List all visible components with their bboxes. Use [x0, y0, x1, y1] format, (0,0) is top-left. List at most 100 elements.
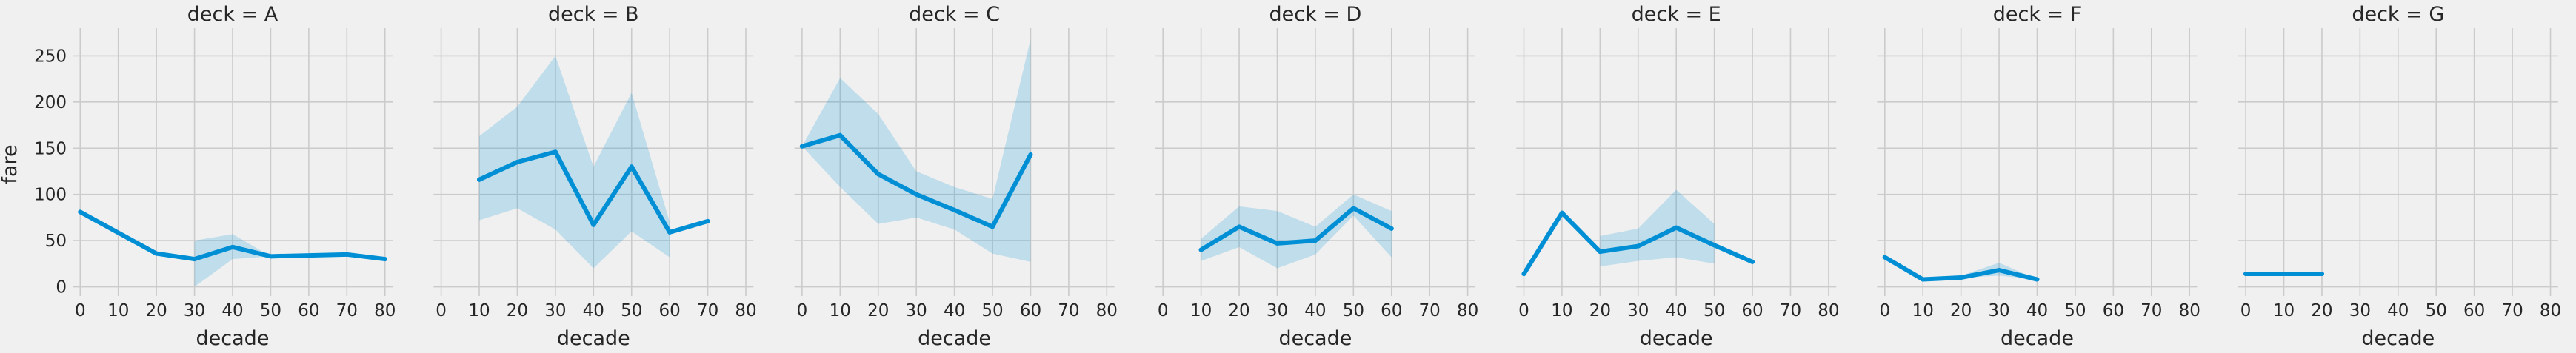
x-tick-label: 80 [1096, 301, 1118, 320]
x-axis-label: decade [918, 327, 991, 350]
x-tick-label: 50 [621, 301, 642, 320]
data-point [799, 144, 804, 149]
data-point [192, 257, 197, 262]
data-point [1750, 259, 1755, 264]
x-tick-label: 0 [436, 301, 447, 320]
confidence-band [1201, 194, 1392, 269]
x-axis-label: decade [1278, 327, 1352, 350]
data-point [1997, 268, 2002, 273]
x-tick-label: 80 [1457, 301, 1478, 320]
x-tick-label: 0 [797, 301, 808, 320]
facet-panel: 0 10 20 30 40 50 60 70 80 deck = C decade [794, 3, 1118, 350]
x-tick-label: 70 [1419, 301, 1441, 320]
data-point [1275, 241, 1280, 246]
x-tick-label: 60 [1020, 301, 1041, 320]
y-tick-label: 50 [45, 232, 67, 251]
x-tick-label: 10 [107, 301, 129, 320]
data-point [1521, 272, 1526, 277]
x-tick-label: 70 [2140, 301, 2162, 320]
x-tick-label: 50 [2426, 301, 2447, 320]
data-point [629, 164, 634, 169]
data-point [1559, 210, 1564, 215]
x-tick-label: 80 [2540, 301, 2561, 320]
panel-title: deck = C [909, 3, 1000, 26]
x-tick-label: 70 [1058, 301, 1079, 320]
x-tick-label: 40 [1666, 301, 1687, 320]
x-tick-label: 30 [906, 301, 927, 320]
x-tick-label: 40 [221, 301, 243, 320]
data-point [382, 257, 387, 262]
data-point [78, 209, 83, 215]
x-axis-label: decade [1640, 327, 1713, 350]
x-tick-label: 10 [2273, 301, 2295, 320]
x-tick-label: 50 [1704, 301, 1725, 320]
facet-panel: 0 10 20 30 40 50 60 70 80 deck = E decade [1516, 3, 1840, 350]
data-point [515, 160, 520, 164]
data-point [1921, 277, 1926, 282]
data-point [1237, 224, 1242, 229]
x-tick-label: 80 [2179, 301, 2200, 320]
x-tick-label: 40 [944, 301, 965, 320]
x-tick-label: 60 [1741, 301, 1763, 320]
x-tick-label: 30 [1627, 301, 1649, 320]
x-tick-label: 20 [1950, 301, 1972, 320]
x-tick-label: 60 [1381, 301, 1402, 320]
y-axis-label: fare [0, 144, 21, 184]
x-tick-label: 20 [507, 301, 528, 320]
data-point [2035, 277, 2040, 282]
y-tick-label: 250 [34, 47, 67, 66]
panel-title: deck = A [187, 3, 278, 26]
panel-title: deck = B [548, 3, 639, 26]
x-tick-label: 10 [830, 301, 851, 320]
panel-title: deck = E [1632, 3, 1721, 26]
panel-title: deck = F [1993, 3, 2082, 26]
x-tick-label: 40 [2026, 301, 2048, 320]
data-point [1882, 255, 1887, 260]
panel-title: deck = G [2352, 3, 2444, 26]
x-tick-label: 20 [2311, 301, 2332, 320]
x-tick-label: 0 [75, 301, 86, 320]
x-tick-label: 60 [2103, 301, 2124, 320]
facet-panel: 0 10 20 30 40 50 60 70 80 deck = D decade [1155, 3, 1478, 350]
data-point [952, 207, 957, 212]
y-tick-label: 200 [34, 93, 67, 112]
data-point [553, 149, 558, 155]
x-tick-label: 80 [735, 301, 756, 320]
data-point [268, 254, 273, 259]
data-point [344, 252, 350, 257]
data-point [1958, 275, 1963, 280]
x-tick-label: 70 [2501, 301, 2523, 320]
data-point [1712, 243, 1717, 248]
data-point [838, 132, 843, 138]
data-point [477, 177, 482, 182]
x-tick-label: 70 [336, 301, 358, 320]
x-tick-label: 80 [374, 301, 396, 320]
data-point [230, 244, 235, 249]
x-tick-label: 0 [1879, 301, 1890, 320]
x-tick-label: 40 [583, 301, 604, 320]
x-tick-label: 80 [1818, 301, 1839, 320]
data-point [1198, 247, 1204, 252]
data-point [990, 224, 995, 229]
data-point [667, 229, 673, 235]
x-tick-label: 20 [867, 301, 889, 320]
data-point [2319, 272, 2324, 277]
x-tick-label: 50 [981, 301, 1003, 320]
x-axis-label: decade [2361, 327, 2435, 350]
x-tick-label: 50 [260, 301, 281, 320]
confidence-band [479, 56, 670, 269]
x-tick-label: 20 [146, 301, 167, 320]
data-point [875, 172, 881, 177]
x-tick-label: 10 [1551, 301, 1572, 320]
x-tick-label: 0 [1158, 301, 1169, 320]
x-tick-label: 40 [2387, 301, 2409, 320]
x-axis-label: decade [196, 327, 270, 350]
y-tick-label: 0 [56, 278, 67, 297]
data-point [154, 251, 159, 256]
series-line [1198, 206, 1394, 252]
x-axis-label: decade [557, 327, 630, 350]
x-tick-label: 0 [1518, 301, 1529, 320]
